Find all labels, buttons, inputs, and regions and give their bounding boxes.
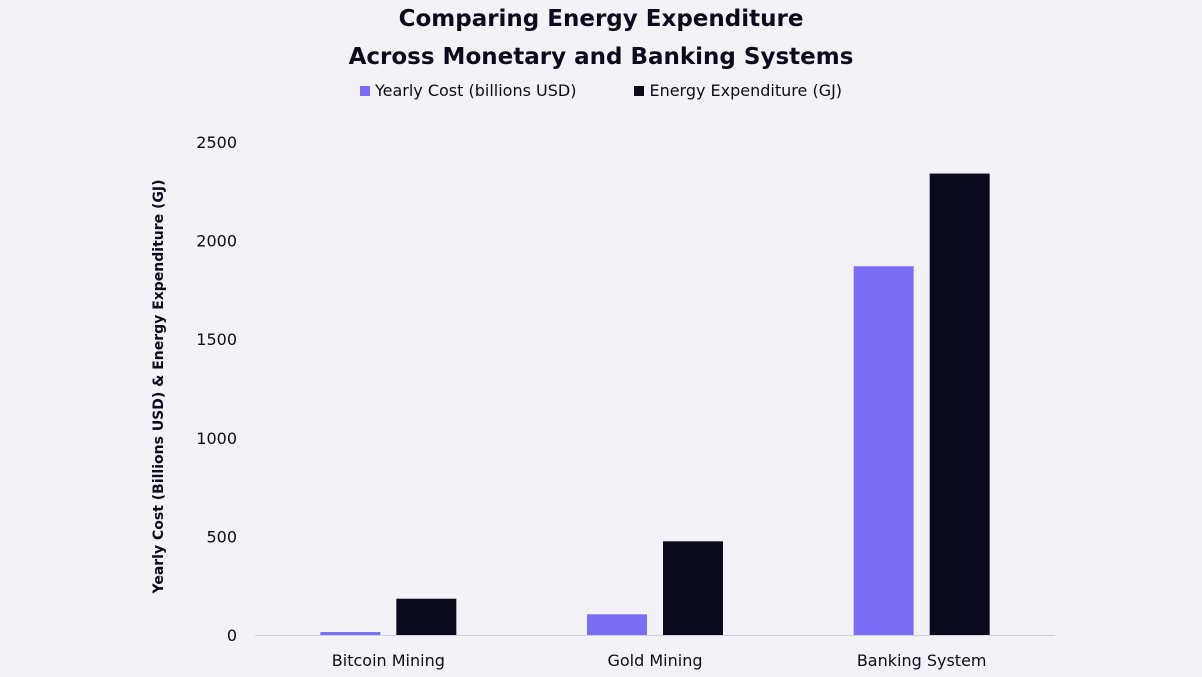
bar-bitcoin-mining-series-0 xyxy=(320,632,381,635)
y-tick-label-1000: 1000 xyxy=(196,429,237,448)
chart-title-line-1: Comparing Energy Expenditure xyxy=(398,6,804,32)
y-tick-label-1500: 1500 xyxy=(196,330,237,349)
bar-bitcoin-mining-series-1 xyxy=(396,598,457,635)
bar-banking-system-series-1 xyxy=(929,173,990,635)
y-tick-label-500: 500 xyxy=(206,527,237,546)
x-tick-label-banking-system: Banking System xyxy=(857,651,987,670)
bar-gold-mining-series-0 xyxy=(587,614,647,635)
x-tick-label-gold-mining: Gold Mining xyxy=(607,651,702,670)
y-axis-label: Yearly Cost (Billions USD) & Energy Expe… xyxy=(151,179,167,594)
legend-swatch-energy-expenditure xyxy=(634,85,645,96)
legend: Yearly Cost (billions USD) Energy Expend… xyxy=(0,81,1202,100)
chart-title: Comparing Energy Expenditure Across Mone… xyxy=(0,0,1202,76)
legend-item-yearly-cost: Yearly Cost (billions USD) xyxy=(359,81,577,100)
legend-item-energy-expenditure: Energy Expenditure (GJ) xyxy=(634,81,842,100)
bar-banking-system-series-0 xyxy=(853,266,914,635)
x-tick-label-bitcoin-mining: Bitcoin Mining xyxy=(332,651,445,670)
legend-swatch-yearly-cost xyxy=(359,85,370,96)
y-tick-label-0: 0 xyxy=(227,626,237,645)
bar-gold-mining-series-1 xyxy=(663,541,723,635)
legend-label-yearly-cost: Yearly Cost (billions USD) xyxy=(374,81,577,100)
legend-label-energy-expenditure: Energy Expenditure (GJ) xyxy=(649,81,843,100)
y-tick-label-2500: 2500 xyxy=(196,133,237,152)
chart-title-line-2: Across Monetary and Banking Systems xyxy=(348,44,854,70)
y-tick-label-2000: 2000 xyxy=(196,232,237,251)
